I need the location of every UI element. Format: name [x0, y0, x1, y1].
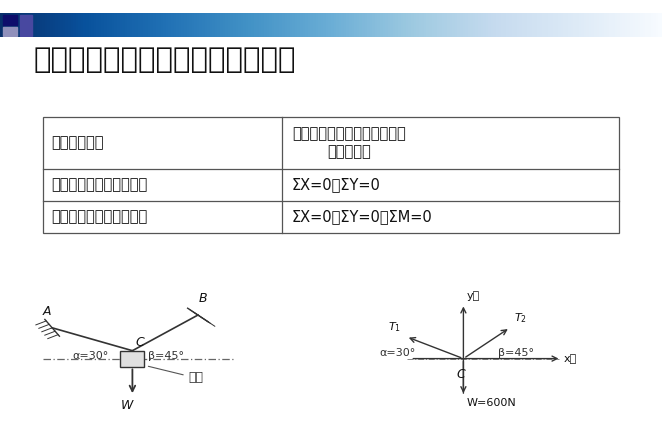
Text: 掌握平面力系的平衡条件极其应用: 掌握平面力系的平衡条件极其应用: [33, 46, 296, 74]
Text: ΣX=0，ΣY=0，ΣM=0: ΣX=0，ΣY=0，ΣM=0: [292, 209, 433, 224]
Text: β=45°: β=45°: [498, 348, 534, 358]
Bar: [43, 117, 619, 233]
Text: α=30°: α=30°: [73, 351, 109, 361]
Bar: [20, 15, 32, 36]
Text: W: W: [121, 399, 133, 412]
Text: 二力平衡条件: 二力平衡条件: [51, 135, 103, 150]
Text: 平面汇交力系的平衡条件: 平面汇交力系的平衡条件: [51, 177, 147, 192]
Text: α=30°: α=30°: [379, 348, 416, 358]
Text: 两个力大小相等，方向相反，
作用线重合: 两个力大小相等，方向相反， 作用线重合: [292, 126, 406, 159]
Text: x轴: x轴: [564, 354, 577, 363]
Bar: [120, 351, 144, 367]
Text: ΣX=0，ΣY=0: ΣX=0，ΣY=0: [292, 177, 381, 192]
Text: C: C: [135, 336, 144, 349]
Text: 一般平面力系的平衡条件: 一般平面力系的平衡条件: [51, 209, 147, 224]
Bar: [3, 15, 17, 25]
Text: W=600N: W=600N: [467, 398, 516, 408]
Text: $T_2$: $T_2$: [514, 312, 526, 325]
Text: β=45°: β=45°: [148, 351, 184, 361]
Text: A: A: [42, 305, 51, 318]
Text: 物体: 物体: [148, 366, 204, 385]
Bar: [3, 27, 17, 36]
Text: C: C: [456, 368, 465, 381]
Text: B: B: [199, 292, 208, 305]
Text: y轴: y轴: [467, 291, 480, 301]
Text: $T_1$: $T_1$: [388, 320, 401, 334]
